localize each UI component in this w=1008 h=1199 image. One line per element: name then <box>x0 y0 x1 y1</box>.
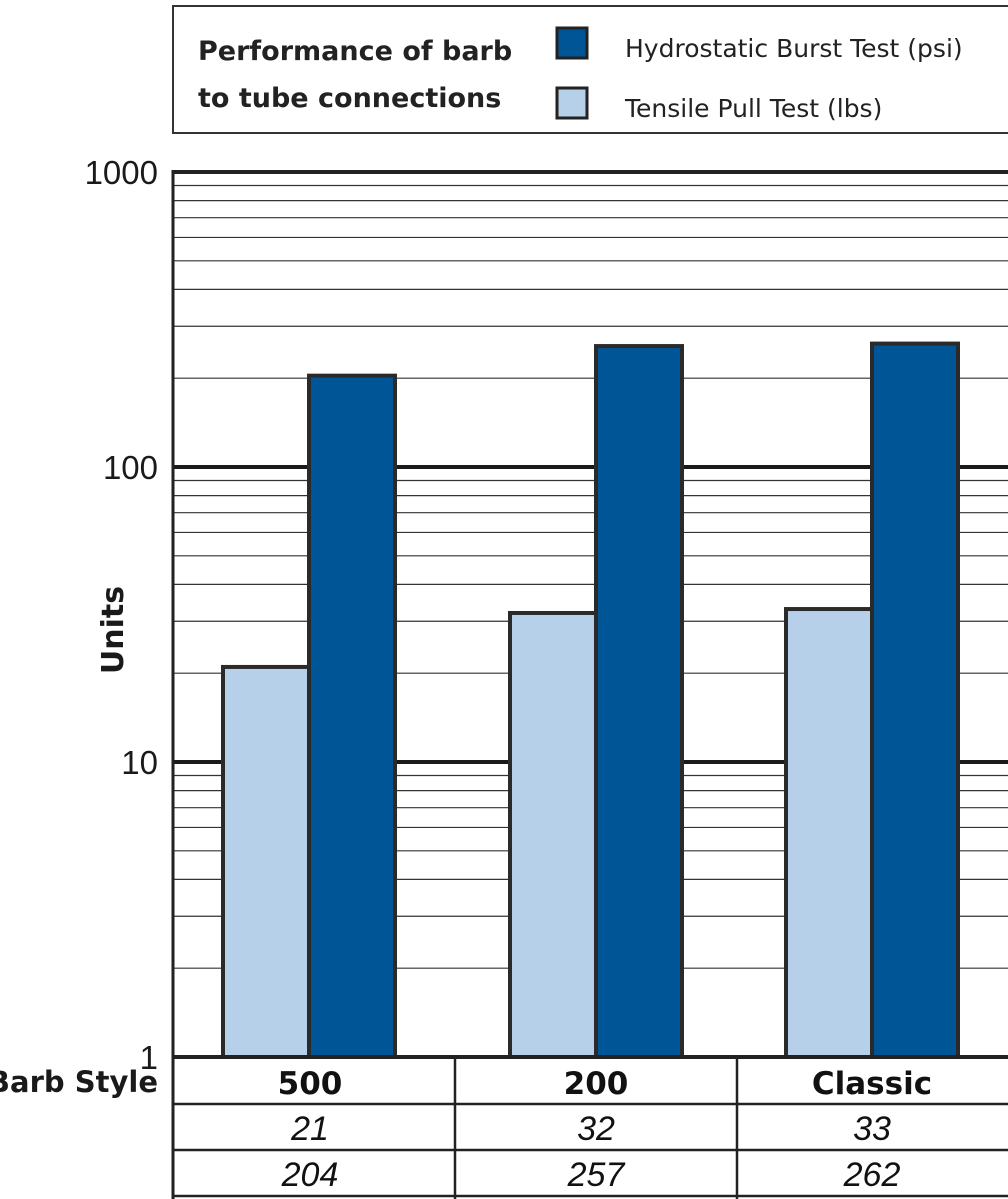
value-label: 32 <box>577 1110 615 1148</box>
bars <box>221 341 960 1060</box>
y-tick-label: 1000 <box>85 154 158 191</box>
legend-swatch-burst <box>555 26 589 60</box>
y-tick-label: 1 <box>140 1039 158 1076</box>
legend-label-burst: Hydrostatic Burst Test (psi) <box>625 34 963 63</box>
bar-tensile-200 <box>508 610 598 1060</box>
value-label: 33 <box>853 1110 891 1148</box>
category-label: 500 <box>278 1066 343 1102</box>
plot-area <box>171 170 1008 1199</box>
data-table: Barb Style 500 200 Classic 21 32 33 204 257 262 <box>0 1057 1008 1199</box>
bar-tensile-500 <box>221 664 311 1059</box>
y-tick-labels: 1 10 100 1000 <box>85 154 158 1076</box>
y-tick-label: 100 <box>103 449 158 486</box>
bar-burst-500 <box>307 373 397 1059</box>
chart-title-line-2: to tube connections <box>198 83 501 114</box>
value-label: 204 <box>281 1156 339 1194</box>
legend-swatch-tensile <box>555 86 589 120</box>
legend: Performance of barb to tube connections … <box>172 5 1008 134</box>
legend-label-tensile: Tensile Pull Test (lbs) <box>624 94 882 123</box>
y-axis-title: Units <box>96 586 131 674</box>
category-label: 200 <box>564 1066 629 1102</box>
legend-frame <box>172 5 1008 134</box>
value-label: 262 <box>843 1156 901 1194</box>
table-gridlines <box>173 1057 1008 1199</box>
value-label: 257 <box>567 1156 626 1194</box>
table-cells: 500 200 Classic 21 32 33 204 257 262 <box>278 1066 932 1194</box>
bar-burst-classic <box>870 341 960 1059</box>
y-tick-label: 10 <box>121 744 158 781</box>
x-axis-title: Barb Style <box>0 1065 158 1099</box>
value-label: 21 <box>290 1110 329 1148</box>
bar-tensile-classic <box>784 607 874 1059</box>
chart-title-line-1: Performance of barb <box>198 36 512 67</box>
category-label: Classic <box>812 1066 932 1102</box>
bar-burst-200 <box>594 344 684 1060</box>
